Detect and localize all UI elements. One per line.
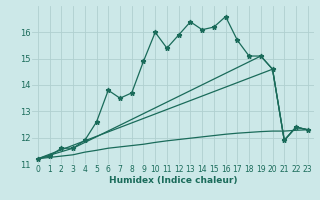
X-axis label: Humidex (Indice chaleur): Humidex (Indice chaleur) (108, 176, 237, 185)
